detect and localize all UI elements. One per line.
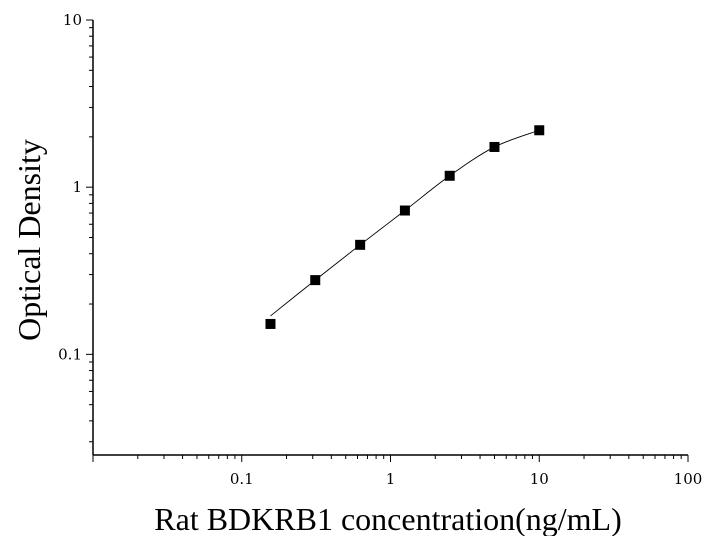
x-tick-label: 10 <box>530 470 549 488</box>
data-points <box>265 125 545 329</box>
y-tick-label: 10 <box>63 11 82 29</box>
y-tick-label: 0.1 <box>58 345 82 363</box>
fit-curve <box>270 129 540 317</box>
data-point <box>444 170 455 181</box>
data-point <box>355 239 366 250</box>
y-axis-title: Optical Density <box>11 139 47 341</box>
data-point <box>310 275 321 286</box>
x-tick-label: 0.1 <box>230 470 254 488</box>
x-axis-ticks: 0.1 1 10 100 <box>92 455 702 488</box>
x-axis-title: Rat BDKRB1 concentration(ng/mL) <box>154 501 621 536</box>
plot-area: 0.1 1 10 100 0.1 1 10 <box>58 11 702 488</box>
y-tick-label: 1 <box>72 178 82 196</box>
y-axis-ticks: 0.1 1 10 <box>58 11 93 443</box>
data-point <box>265 318 276 329</box>
data-point <box>534 125 545 136</box>
data-point <box>399 205 410 216</box>
data-point <box>489 141 500 152</box>
x-tick-label: 100 <box>674 470 702 488</box>
x-tick-label: 1 <box>386 470 396 488</box>
